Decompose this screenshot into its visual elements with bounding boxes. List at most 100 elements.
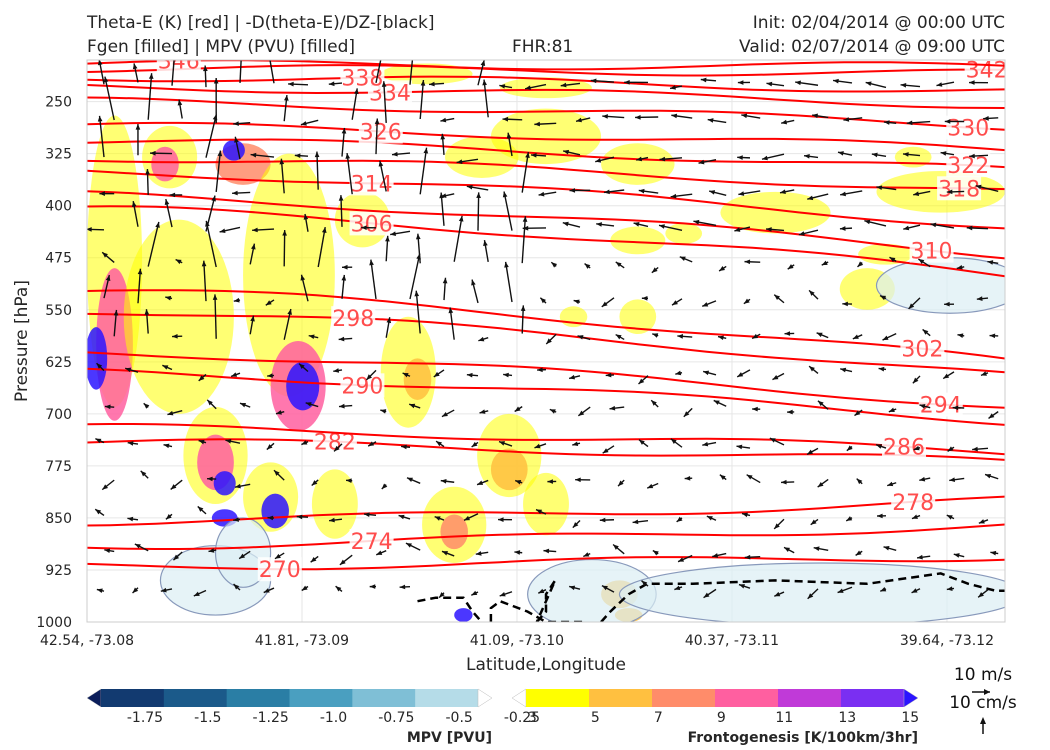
theta-e-label-314: 314 xyxy=(351,172,393,197)
theta-e-contour-334 xyxy=(87,84,1005,109)
wind-vector-head xyxy=(713,400,720,405)
y-tick-label: 850 xyxy=(45,511,72,527)
wind-vector-head xyxy=(163,443,170,449)
wind-vector-head xyxy=(651,267,658,273)
wind-vector-head xyxy=(795,80,801,86)
wind-vector-head xyxy=(837,588,844,593)
wind-vector-head xyxy=(635,115,641,120)
wind-vector-head xyxy=(342,264,348,270)
wind-vector-head xyxy=(840,367,847,373)
wind-vector-head xyxy=(415,233,421,240)
wind-vector xyxy=(521,152,530,193)
colorbar-tick-label: 7 xyxy=(654,710,663,726)
wind-vector-head xyxy=(534,443,541,449)
wind-vector-head xyxy=(546,338,552,344)
wind-vector-head xyxy=(601,585,608,591)
wind-vector-head xyxy=(595,158,602,163)
wind-vector-head xyxy=(198,375,205,381)
fgen-region-3 xyxy=(665,223,703,244)
wind-vector-head xyxy=(162,365,169,370)
wind-vector-head xyxy=(392,151,398,157)
x-tick-label: 41.09, -73.10 xyxy=(470,633,564,649)
wind-vector-head xyxy=(113,309,119,316)
wind-vector-head xyxy=(251,243,256,250)
init-time: Init: 02/04/2014 @ 00:00 UTC xyxy=(752,13,1005,33)
wind-vector-head xyxy=(301,585,308,591)
wind-vector-head xyxy=(338,336,345,342)
wind-vector xyxy=(98,115,105,158)
wind-vector-head xyxy=(572,522,579,528)
wind-vector-head xyxy=(537,367,543,373)
theta-e-contour-306 xyxy=(87,205,1005,278)
wind-vector-head xyxy=(578,410,585,416)
colorbar-segment xyxy=(415,689,479,707)
wind-vector-head xyxy=(840,191,846,197)
wind-vector-head xyxy=(816,332,823,338)
wind-vector xyxy=(409,60,414,85)
wind-vector-head xyxy=(381,483,388,489)
wind-vector-head xyxy=(641,296,648,301)
wind-vector-head xyxy=(737,155,743,160)
wind-vector-head xyxy=(87,227,92,232)
wind-vector-head xyxy=(235,483,241,489)
wind-vector-head xyxy=(602,448,609,454)
wind-vector-head xyxy=(420,79,426,86)
wind-vector xyxy=(383,81,387,123)
wind-vector-head xyxy=(936,82,943,87)
wind-vector-head xyxy=(211,195,216,202)
wind-vector-head xyxy=(675,370,682,376)
theta-e-contour-342 xyxy=(87,64,1005,77)
wind-vector-head xyxy=(843,117,850,122)
wind-vector-head xyxy=(471,590,478,596)
wind-vector-head xyxy=(817,400,824,407)
wind-vector-head xyxy=(131,201,137,207)
x-tick-label: 41.81, -73.09 xyxy=(255,633,349,649)
wind-vector-head xyxy=(917,554,923,560)
wind-vector xyxy=(375,118,379,155)
wind-vector-head xyxy=(479,409,486,414)
wind-vector-head xyxy=(906,120,913,126)
wind-vector-head xyxy=(263,588,270,593)
wind-vector-head xyxy=(361,225,367,231)
wind-vector-head xyxy=(502,116,509,122)
wind-vector-head xyxy=(709,190,716,195)
wind-vector-head xyxy=(441,551,448,556)
wind-vector-head xyxy=(766,227,772,232)
stability-contour xyxy=(600,572,1005,622)
wind-vector-head xyxy=(167,410,174,416)
fgen-region-3 xyxy=(123,219,234,414)
colorbar-segment xyxy=(101,689,165,707)
wind-vector-head xyxy=(856,478,863,485)
vector-key-vertical: 10 cm/s xyxy=(949,693,1017,713)
wind-vector-head xyxy=(877,513,883,519)
colorbar-segment xyxy=(352,689,416,707)
colorbar-tick-label: -0.5 xyxy=(445,710,472,726)
fgen-region-15 xyxy=(286,361,320,411)
wind-vector-head xyxy=(677,334,684,339)
wind-vector-head xyxy=(719,474,726,480)
wind-vector-head xyxy=(132,63,138,70)
theta-e-label-310: 310 xyxy=(911,240,953,265)
wind-vector-head xyxy=(774,591,781,597)
wind-vector-head xyxy=(912,377,919,384)
wind-vector-head xyxy=(659,224,665,229)
wind-vector-head xyxy=(602,114,608,119)
wind-vector-head xyxy=(434,516,441,521)
wind-vector-head xyxy=(813,546,820,551)
wind-vector-head xyxy=(943,373,950,379)
wind-vector-head xyxy=(165,295,172,301)
theta-e-contour-302 xyxy=(87,289,1005,360)
wind-vector-head xyxy=(102,484,109,490)
wind-vector-head xyxy=(706,516,713,521)
vector-key-vertical-head xyxy=(980,717,986,724)
colorbar-segment xyxy=(163,689,228,707)
wind-vector-head xyxy=(482,79,487,86)
wind-vector-head xyxy=(155,221,160,228)
wind-vector xyxy=(409,253,421,300)
wind-vector-head xyxy=(947,446,954,452)
wind-vector-head xyxy=(250,152,257,158)
wind-vector-head xyxy=(376,550,383,555)
wind-vector-head xyxy=(406,477,413,483)
wind-vector-head xyxy=(520,305,526,311)
theta-e-label-bg xyxy=(349,528,394,553)
